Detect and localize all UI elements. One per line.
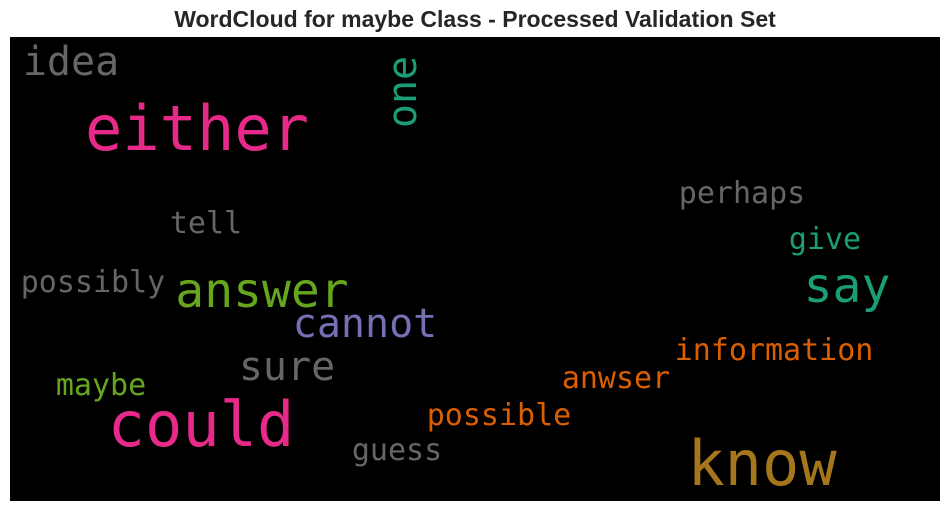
word-sure: sure [238,344,336,390]
word-give: give [788,222,862,257]
word-maybe: maybe [55,368,147,403]
word-answer: answer [175,263,349,319]
word-tell: tell [169,206,243,241]
figure-title: WordCloud for maybe Class - Processed Va… [174,6,776,32]
word-know: know [687,427,837,500]
word-idea: idea [22,39,120,85]
word-say: say [803,258,891,314]
word-possibly: possibly [20,265,166,300]
word-anwser: anwser [561,361,671,396]
word-could: could [107,388,295,461]
word-possible: possible [426,398,572,433]
word-information: information [674,333,874,368]
word-cannot: cannot [292,301,438,347]
wordcloud-canvas: idea either one perhaps tell give possib… [10,37,940,501]
word-perhaps: perhaps [678,176,806,211]
word-either: either [85,92,309,165]
word-one: one [380,55,426,129]
word-guess: guess [351,433,443,468]
